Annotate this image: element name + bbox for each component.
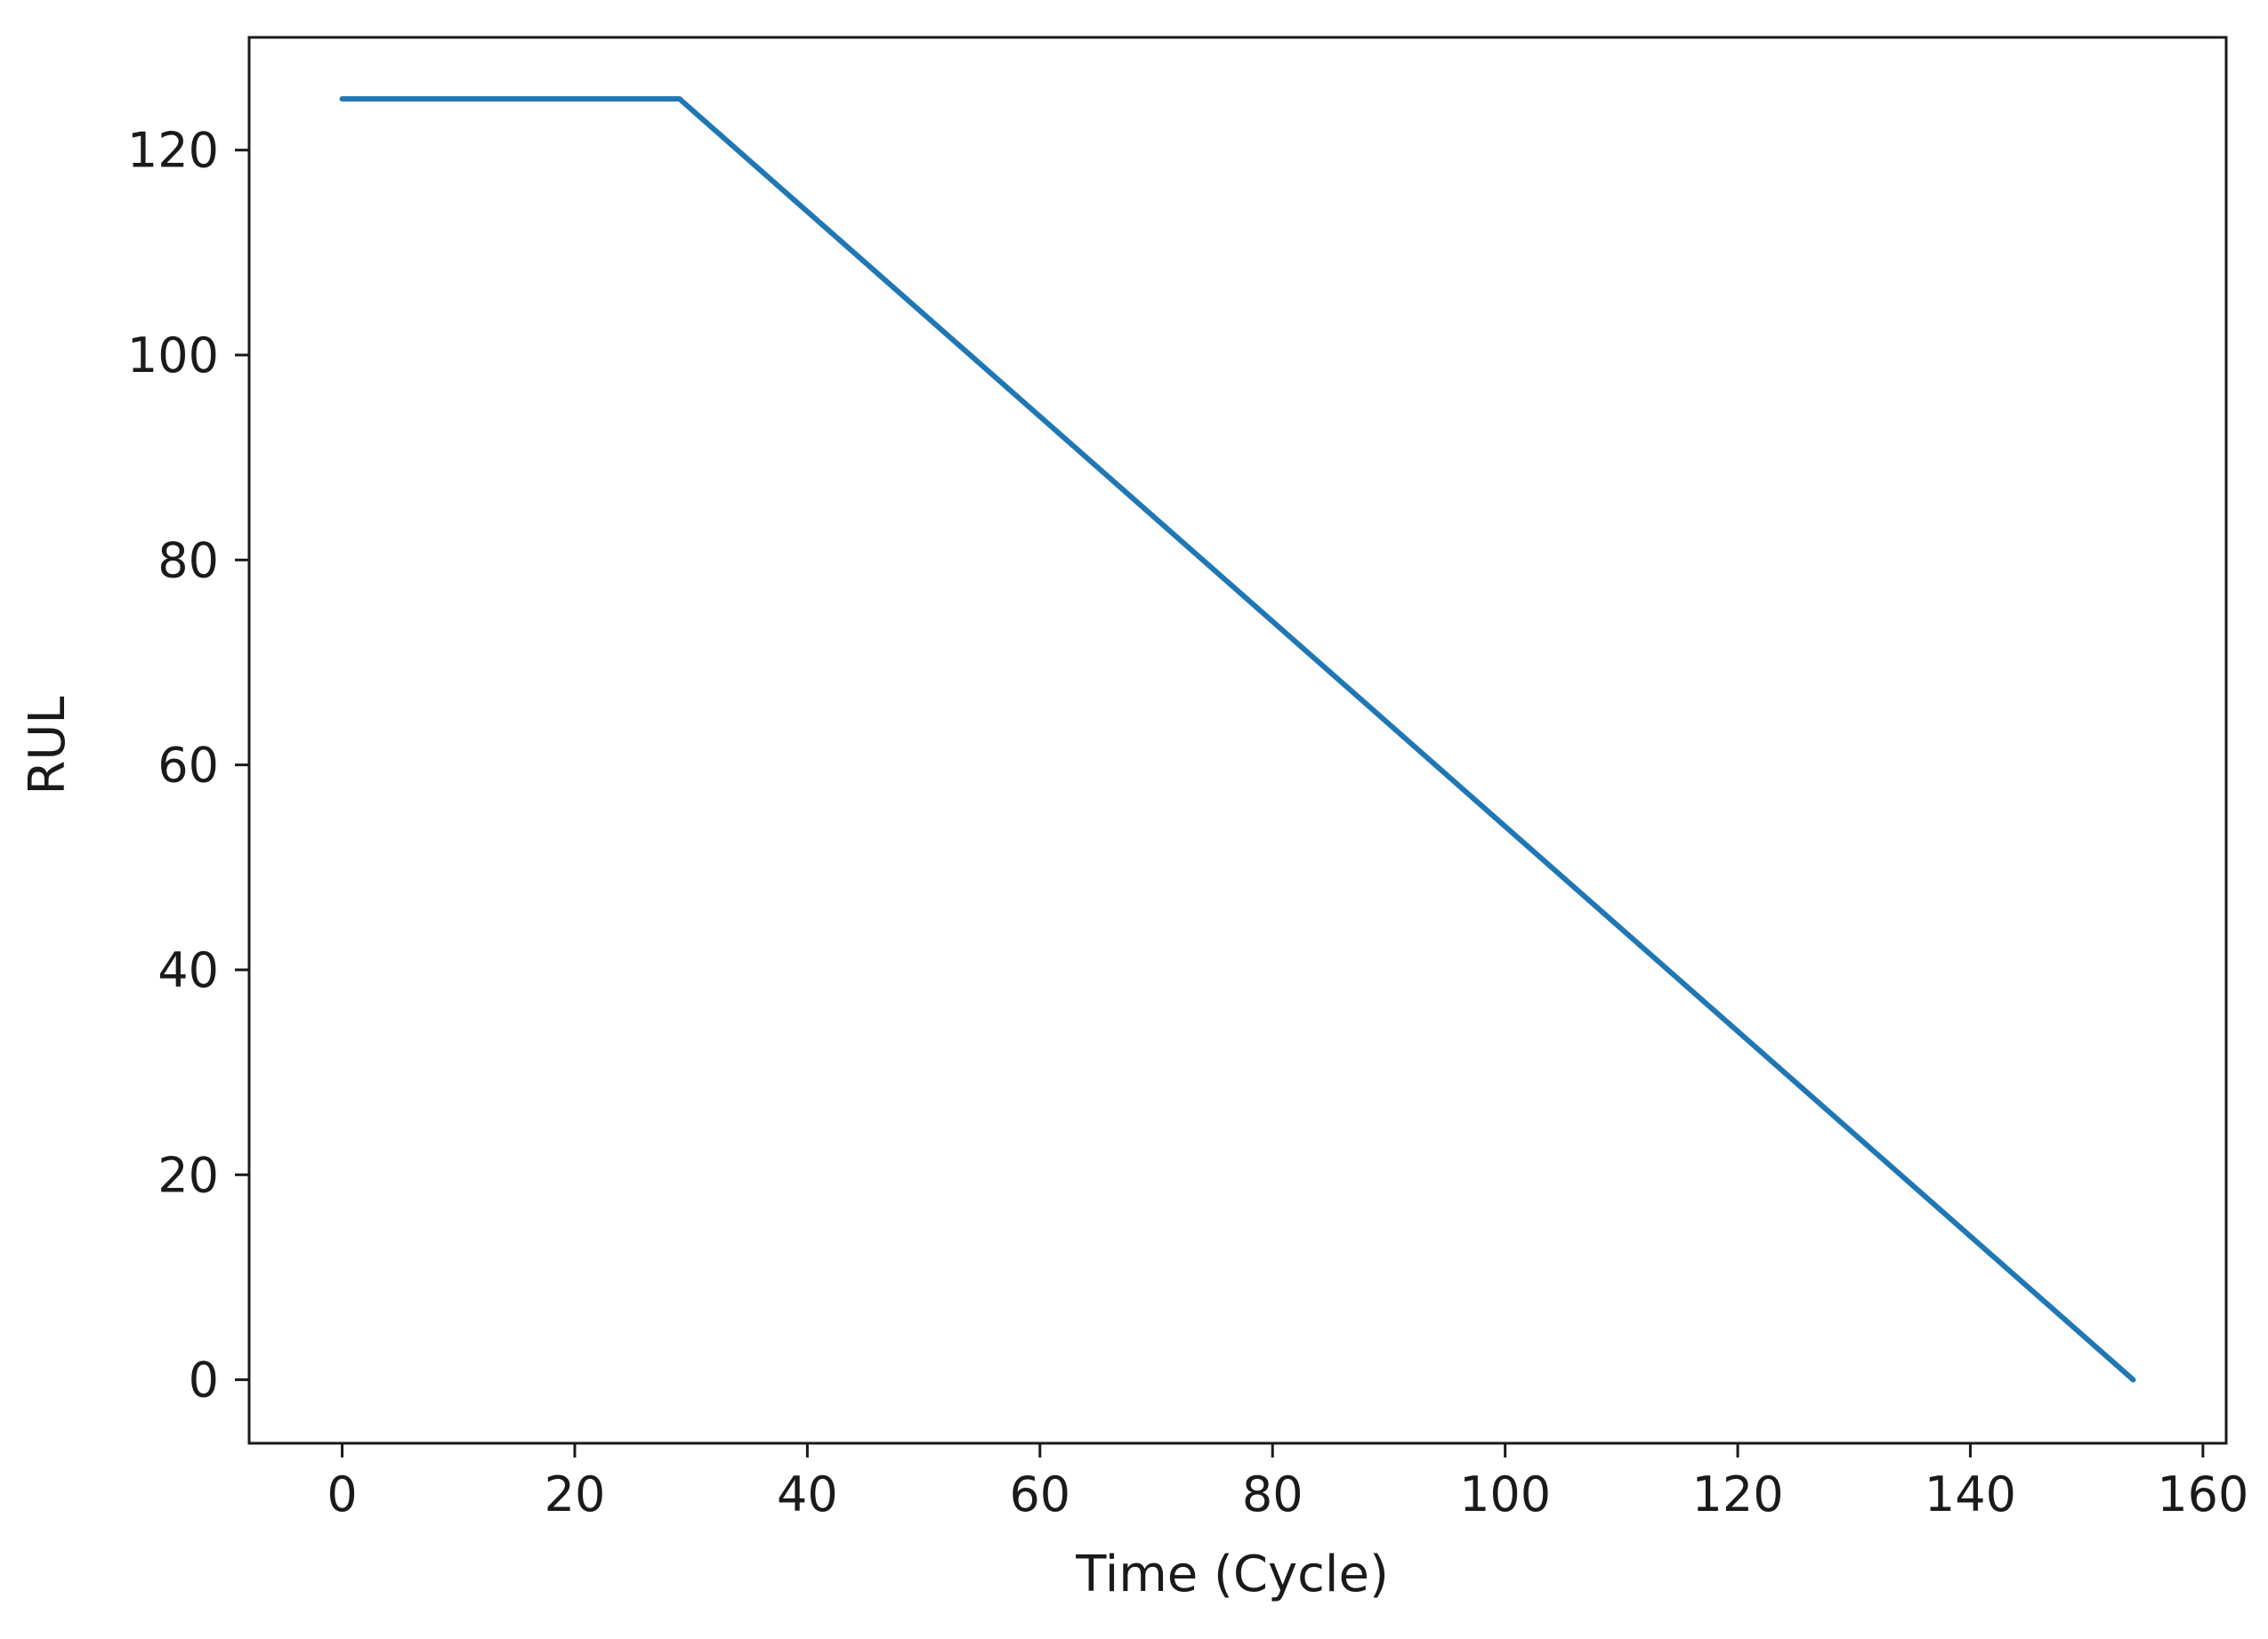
x-tick-label: 100 <box>1459 1466 1551 1522</box>
series-line-0 <box>339 96 2136 1383</box>
axes-frame <box>247 36 2228 1445</box>
x-axis-ticks: 0 20 40 60 80 100 120 140 160 <box>327 1443 2248 1522</box>
y-axis-label: RUL <box>19 696 77 795</box>
x-axis-label: Time (Cycle) <box>1075 1546 1389 1603</box>
x-tick-label: 60 <box>1009 1466 1070 1522</box>
y-tick-label: 80 <box>157 532 219 588</box>
x-tick-label: 140 <box>1925 1466 2016 1522</box>
y-axis-ticks: 0 20 40 60 80 100 120 <box>127 123 249 1409</box>
x-tick-label: 20 <box>545 1466 606 1522</box>
y-tick-label: 120 <box>127 123 219 179</box>
y-tick-label: 40 <box>157 942 219 998</box>
x-tick-label: 160 <box>2157 1466 2248 1522</box>
y-tick-label: 20 <box>157 1147 219 1203</box>
x-tick-label: 0 <box>327 1466 357 1522</box>
y-tick-label: 0 <box>189 1352 219 1409</box>
x-tick-label: 80 <box>1242 1466 1303 1522</box>
x-tick-label: 40 <box>777 1466 838 1522</box>
y-tick-label: 60 <box>157 738 219 794</box>
plot-area <box>339 96 2136 1383</box>
y-tick-label: 100 <box>127 327 219 384</box>
x-tick-label: 120 <box>1691 1466 1783 1522</box>
